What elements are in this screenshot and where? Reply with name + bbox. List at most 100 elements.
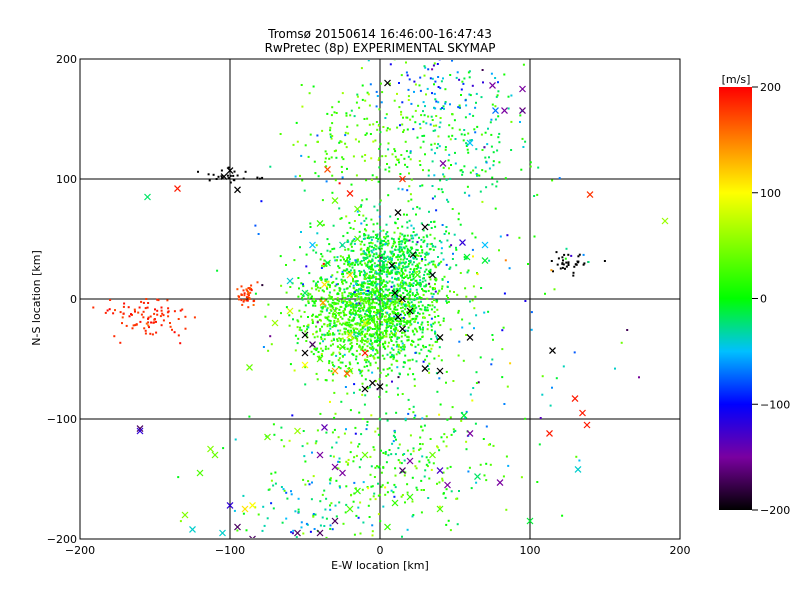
data-point [236, 529, 239, 532]
data-point [362, 282, 365, 285]
data-point [179, 309, 182, 312]
data-point [344, 323, 347, 326]
data-point [406, 116, 409, 119]
data-point [311, 320, 314, 323]
data-point [369, 346, 371, 349]
data-point [355, 306, 358, 309]
data-point [394, 264, 397, 267]
data-point [458, 104, 461, 107]
data-point [339, 311, 342, 314]
data-point [365, 229, 368, 232]
data-point [369, 455, 372, 458]
data-point [484, 170, 487, 173]
data-point [258, 177, 261, 180]
data-point [388, 272, 391, 275]
data-point [358, 323, 361, 326]
data-point [378, 329, 381, 332]
data-point [393, 290, 396, 292]
data-point [362, 349, 365, 352]
data-point [384, 486, 387, 489]
data-point [394, 326, 397, 329]
data-point [445, 226, 448, 228]
data-point [412, 310, 415, 313]
data-point [392, 440, 395, 443]
data-cross [346, 271, 354, 279]
data-point [395, 438, 397, 441]
data-point [320, 354, 323, 357]
data-point [372, 280, 375, 283]
data-point [382, 261, 385, 263]
data-point [408, 359, 411, 362]
data-point [371, 524, 374, 527]
data-point [472, 169, 475, 172]
data-point [442, 492, 445, 495]
data-point [354, 331, 357, 334]
data-point [257, 513, 260, 516]
data-point [375, 271, 378, 274]
data-point [304, 460, 307, 463]
data-point [376, 330, 378, 333]
data-point [412, 269, 415, 271]
data-point [424, 469, 427, 472]
data-point [409, 276, 412, 279]
data-point [334, 302, 337, 305]
data-point [455, 248, 458, 251]
data-cross [136, 427, 144, 435]
data-point [312, 313, 314, 316]
data-point [462, 359, 465, 362]
data-point [402, 453, 404, 456]
data-point [395, 313, 398, 315]
data-point [330, 114, 333, 117]
data-point [292, 143, 295, 146]
data-point [474, 544, 476, 546]
data-point [375, 287, 378, 290]
data-point [371, 174, 374, 177]
data-point [386, 491, 389, 494]
data-point [346, 463, 349, 466]
data-point [314, 442, 317, 445]
data-point [418, 448, 421, 451]
data-point [449, 74, 452, 76]
data-point [402, 292, 405, 295]
data-point [326, 278, 329, 281]
data-point [424, 264, 427, 267]
data-point [336, 271, 339, 274]
data-point [338, 141, 341, 144]
data-point [342, 322, 345, 325]
data-point [367, 234, 370, 237]
data-point [344, 260, 347, 263]
data-point [363, 289, 366, 292]
data-point [303, 311, 306, 313]
data-point [475, 371, 478, 374]
data-point [389, 351, 392, 354]
data-point [349, 263, 352, 266]
data-point [458, 128, 461, 131]
data-point [372, 230, 375, 233]
data-point [412, 282, 415, 285]
data-point [369, 473, 372, 476]
data-point [404, 334, 407, 337]
data-cross [444, 481, 451, 489]
colorbar-gradient [719, 87, 752, 510]
data-point [365, 293, 367, 296]
data-point [376, 128, 379, 131]
data-point [375, 332, 378, 335]
data-point [487, 443, 490, 446]
data-point [386, 127, 389, 130]
data-point [320, 276, 323, 279]
data-point [392, 238, 395, 241]
data-point [449, 328, 452, 331]
data-point [453, 291, 455, 293]
data-point [400, 110, 403, 113]
data-point [381, 315, 383, 318]
data-point [332, 455, 335, 458]
data-point [294, 334, 297, 337]
data-point [411, 500, 414, 503]
data-point [302, 325, 305, 328]
data-point [440, 359, 443, 362]
data-point [145, 322, 148, 325]
data-point [408, 283, 411, 285]
data-point [366, 365, 369, 368]
data-point [422, 346, 425, 349]
